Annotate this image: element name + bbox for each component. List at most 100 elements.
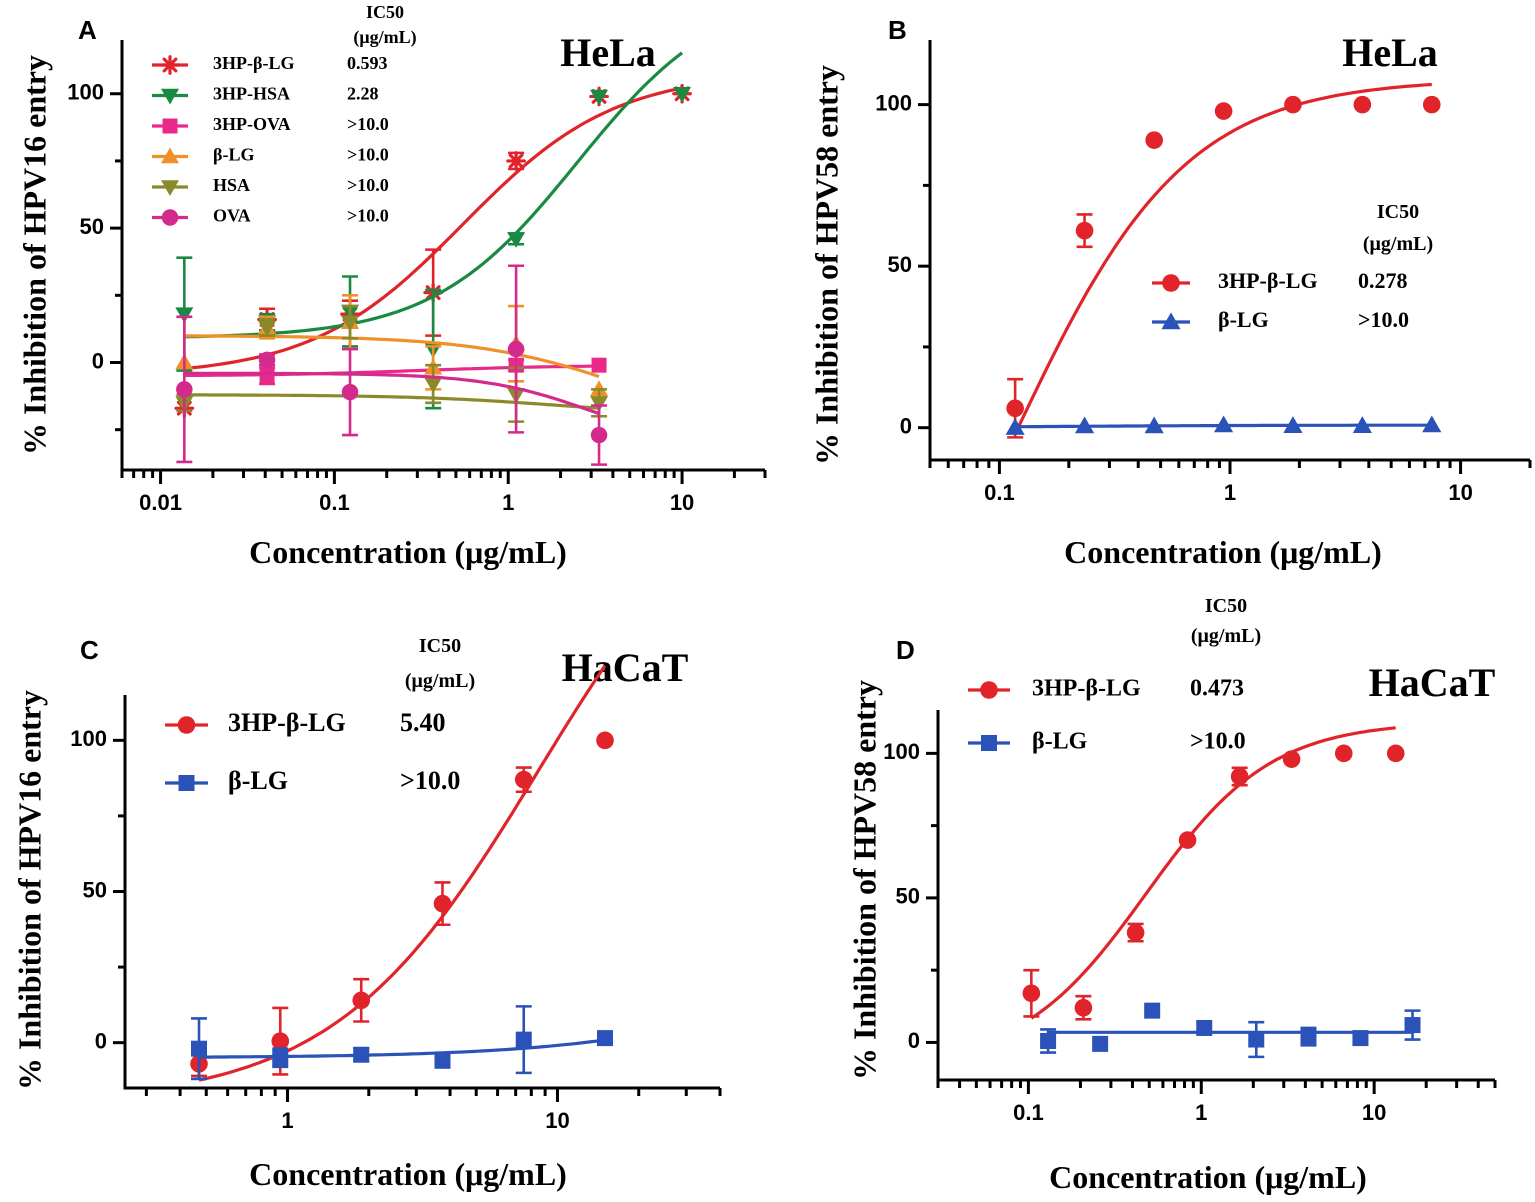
y-tick-label: 50 xyxy=(896,884,920,909)
data-point xyxy=(1213,415,1234,433)
legend-ic50: 0.593 xyxy=(347,53,388,73)
data-point xyxy=(1353,95,1372,114)
data-point xyxy=(1404,1017,1421,1034)
legend-ic50: 2.28 xyxy=(347,84,379,104)
legend-item: 3HP-HSA 2.28 xyxy=(152,84,379,105)
panel-letter: B xyxy=(888,15,907,45)
legend-marker xyxy=(980,681,998,699)
data-point xyxy=(1386,744,1405,763)
legend-ic50: 0.278 xyxy=(1358,268,1408,293)
legend-label: 3HP-HSA xyxy=(213,84,290,104)
legend-item: 3HP-β-LG 0.593 xyxy=(152,53,388,75)
data-point xyxy=(433,894,452,913)
legend-label: 3HP-β-LG xyxy=(228,708,346,737)
legend-ic50: >10.0 xyxy=(400,766,460,795)
series-β-LG xyxy=(1040,1002,1421,1059)
legend-label: HSA xyxy=(213,175,250,195)
data-point xyxy=(1230,767,1249,786)
legend-ic50: 0.473 xyxy=(1190,676,1244,702)
y-tick-label: 100 xyxy=(70,726,107,751)
data-point xyxy=(272,1049,289,1066)
y-tick-label: 0 xyxy=(900,414,912,439)
data-point xyxy=(271,1032,290,1050)
fit-curve xyxy=(184,334,600,379)
legend-ic50: >10.0 xyxy=(347,114,389,134)
data-point xyxy=(259,368,275,384)
data-point xyxy=(1092,1035,1109,1052)
chart-title: HaCaT xyxy=(562,645,689,690)
legend-marker xyxy=(161,209,179,226)
panel-a: A 0 50 100 0.01 0.1 1 10 Concentration (μg/mL) % … xyxy=(16,2,767,570)
x-axis-label: Concentration (μg/mL) xyxy=(249,534,567,570)
data-point xyxy=(1144,416,1164,434)
data-point xyxy=(1196,1019,1213,1036)
data-point xyxy=(590,396,609,412)
data-point xyxy=(590,426,608,444)
data-point xyxy=(1352,1030,1369,1047)
legend-label: 3HP-OVA xyxy=(213,114,291,134)
data-point xyxy=(175,307,194,324)
series-β-LG xyxy=(175,294,609,397)
data-point xyxy=(1145,131,1163,149)
data-point xyxy=(1283,416,1303,433)
series-3HP-β-LG xyxy=(1022,726,1405,1021)
panel-letter: C xyxy=(80,635,99,665)
data-point xyxy=(1422,415,1442,433)
data-point xyxy=(507,232,526,248)
fit-curve xyxy=(184,393,600,410)
x-tick-label: 1 xyxy=(502,490,514,515)
data-point xyxy=(1144,1002,1161,1019)
legend-ic50: >10.0 xyxy=(347,175,389,195)
legend-ic50: >10.0 xyxy=(1358,307,1409,332)
data-point xyxy=(1006,399,1024,418)
ic50-header: IC50 xyxy=(1205,595,1247,617)
data-point xyxy=(424,377,443,393)
panel-letter: D xyxy=(896,635,915,665)
y-tick-label: 50 xyxy=(83,877,107,902)
x-tick-label: 0.1 xyxy=(984,480,1015,505)
legend-label: β-LG xyxy=(228,766,288,795)
chart-title: HaCaT xyxy=(1369,660,1496,705)
x-tick-label: 0.1 xyxy=(319,490,350,515)
legend-marker xyxy=(981,735,997,751)
x-tick-label: 10 xyxy=(670,490,694,515)
y-tick-label: 0 xyxy=(95,1028,107,1053)
fit-curve xyxy=(199,1038,606,1059)
data-point xyxy=(1022,984,1041,1003)
legend-item: β-LG >10.0 xyxy=(165,766,460,795)
series-β-LG xyxy=(1005,415,1442,435)
y-tick-label: 50 xyxy=(80,214,104,239)
chart-title: HeLa xyxy=(560,30,656,75)
data-point xyxy=(1040,1032,1057,1049)
y-axis-label: % Inhibition of HPV16 entry xyxy=(16,55,52,455)
data-point xyxy=(352,991,371,1010)
data-point xyxy=(1214,102,1233,120)
legend-ic50: >10.0 xyxy=(1190,729,1246,755)
data-point xyxy=(1284,95,1302,114)
x-tick-label: 1 xyxy=(281,1108,293,1133)
x-axis-label: Concentration (μg/mL) xyxy=(1049,1159,1367,1195)
legend-marker xyxy=(161,147,179,164)
legend-item: OVA >10.0 xyxy=(152,206,389,226)
data-point xyxy=(591,357,607,373)
series-β-LG xyxy=(191,1005,614,1081)
legend-label: OVA xyxy=(213,206,251,226)
y-axis-label: % Inhibition of HPV58 entry xyxy=(846,680,882,1080)
data-point xyxy=(1352,416,1372,433)
legend-label: 3HP-β-LG xyxy=(1218,268,1318,293)
y-tick-label: 100 xyxy=(883,739,920,764)
data-point xyxy=(514,770,533,789)
data-point xyxy=(1178,831,1197,849)
fit-curve xyxy=(1013,82,1432,435)
ic50-header: IC50 xyxy=(419,635,461,657)
data-point xyxy=(1126,923,1145,942)
data-point xyxy=(258,351,276,369)
data-point xyxy=(341,383,359,401)
data-point xyxy=(597,1030,614,1047)
data-point xyxy=(1334,744,1353,763)
y-tick-label: 0 xyxy=(92,348,104,373)
x-axis-label: Concentration (μg/mL) xyxy=(249,1156,567,1192)
legend-item: HSA >10.0 xyxy=(152,175,389,196)
ic50-unit: (μg/mL) xyxy=(405,670,475,692)
legend-marker xyxy=(1161,312,1181,330)
